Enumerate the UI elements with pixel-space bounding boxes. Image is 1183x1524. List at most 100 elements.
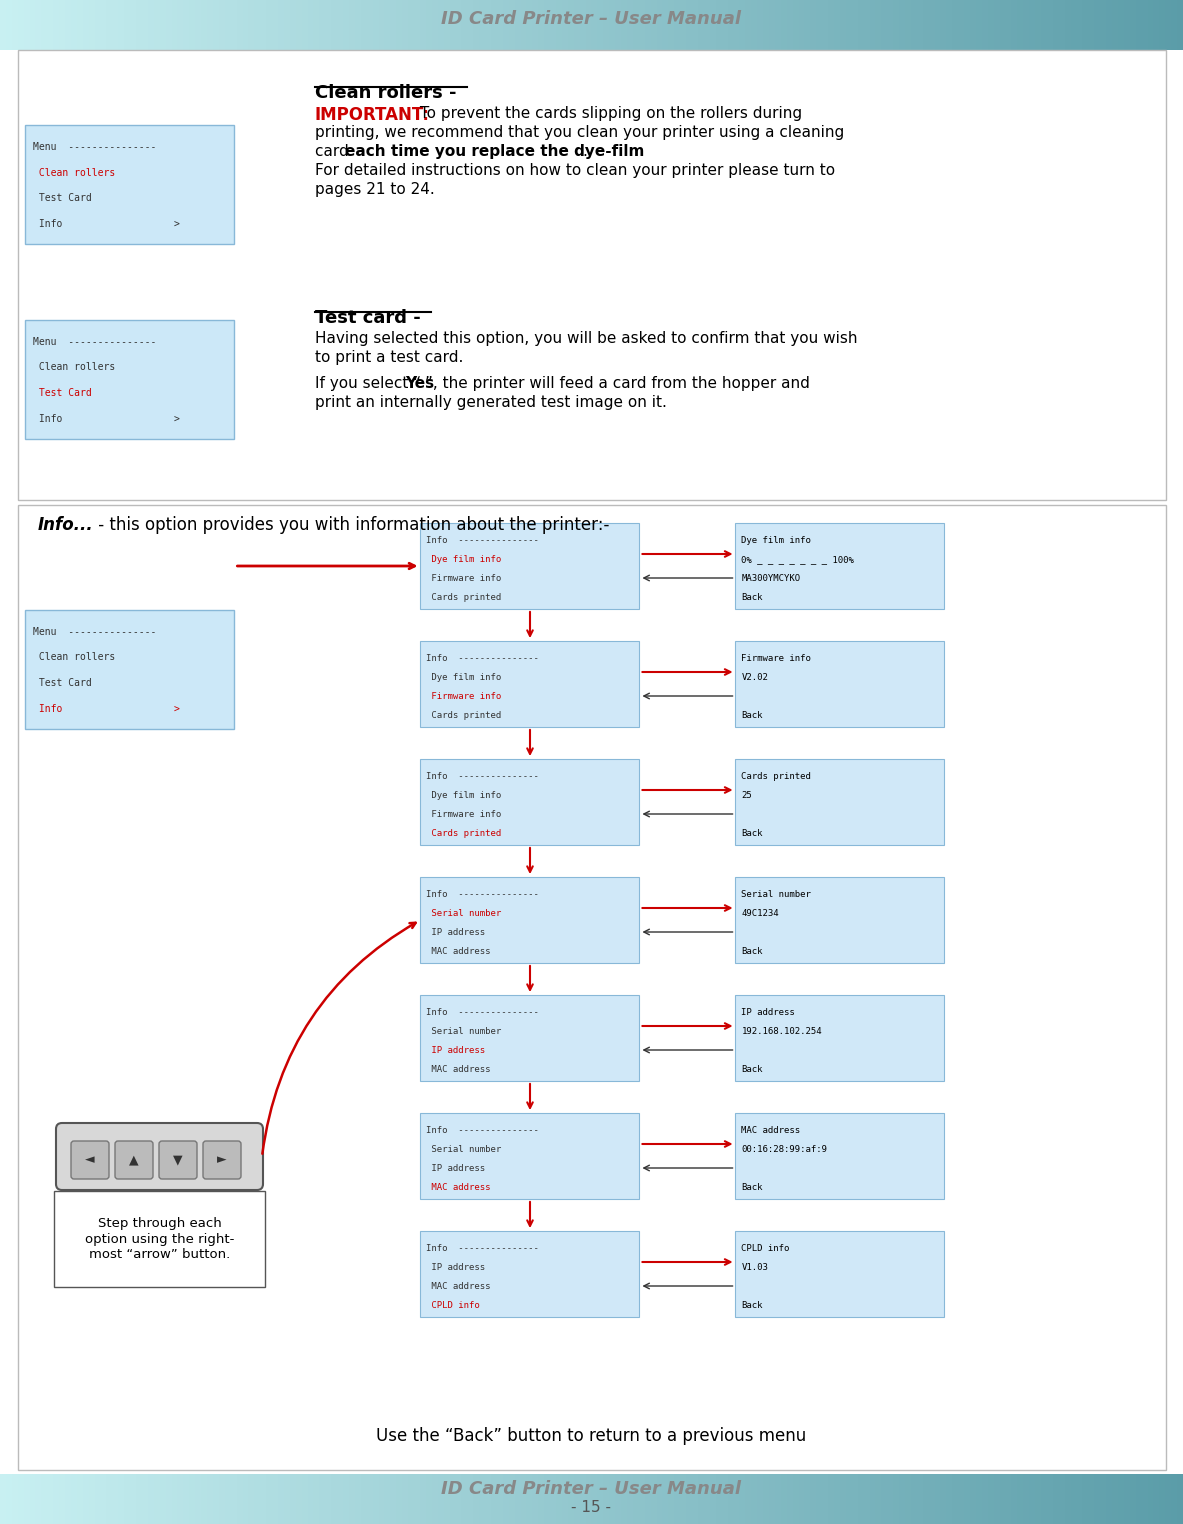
FancyBboxPatch shape	[159, 1141, 198, 1180]
Bar	[603, 1474, 610, 1524]
Text: Use the “Back” button to return to a previous menu: Use the “Back” button to return to a pre…	[376, 1426, 806, 1445]
Text: - this option provides you with information about the printer:-: - this option provides you with informat…	[93, 517, 609, 533]
FancyBboxPatch shape	[736, 995, 944, 1081]
Bar	[248, 1474, 256, 1524]
Bar	[396, 0, 403, 50]
Bar	[1029, 0, 1036, 50]
Bar	[1136, 1474, 1143, 1524]
Bar	[355, 1474, 362, 1524]
FancyBboxPatch shape	[420, 995, 640, 1081]
Bar	[355, 0, 362, 50]
Text: Back: Back	[742, 712, 763, 719]
Bar	[461, 1474, 468, 1524]
Text: IP address: IP address	[427, 1045, 486, 1055]
FancyBboxPatch shape	[18, 504, 1166, 1471]
Bar	[367, 1474, 374, 1524]
Text: To prevent the cards slipping on the rollers during: To prevent the cards slipping on the rol…	[415, 107, 802, 120]
Text: - 15 -: - 15 -	[571, 1501, 610, 1515]
Bar	[414, 1474, 421, 1524]
Bar	[881, 0, 888, 50]
FancyBboxPatch shape	[736, 876, 944, 963]
Bar	[674, 1474, 681, 1524]
Bar	[639, 0, 646, 50]
Text: Info  ---------------: Info ---------------	[427, 536, 539, 544]
Bar	[745, 1474, 752, 1524]
Bar	[1071, 1474, 1078, 1524]
Bar	[77, 1474, 84, 1524]
Bar	[893, 0, 900, 50]
Bar	[946, 1474, 953, 1524]
Text: Clean rollers -: Clean rollers -	[315, 84, 457, 102]
Bar	[243, 0, 250, 50]
Bar	[633, 1474, 640, 1524]
Bar	[106, 1474, 114, 1524]
Bar	[893, 1474, 900, 1524]
Bar	[1053, 1474, 1060, 1524]
Bar	[1148, 1474, 1155, 1524]
Text: IMPORTANT:: IMPORTANT:	[315, 107, 429, 123]
Bar	[988, 0, 995, 50]
Text: Info                   >: Info >	[33, 413, 180, 424]
Bar	[1059, 1474, 1066, 1524]
Bar	[538, 0, 545, 50]
Bar	[118, 0, 125, 50]
Bar	[799, 0, 806, 50]
Bar	[935, 0, 942, 50]
Bar	[473, 1474, 480, 1524]
Bar	[278, 1474, 285, 1524]
Bar	[426, 0, 433, 50]
Bar	[290, 0, 297, 50]
Text: MA300YMCYKO: MA300YMCYKO	[742, 575, 801, 582]
FancyBboxPatch shape	[26, 125, 234, 244]
Bar	[237, 1474, 244, 1524]
Bar	[136, 1474, 143, 1524]
Bar	[852, 0, 859, 50]
Bar	[704, 0, 711, 50]
Bar	[509, 0, 516, 50]
Text: card: card	[315, 143, 354, 158]
Bar	[438, 0, 445, 50]
Bar	[603, 0, 610, 50]
Bar	[1041, 0, 1048, 50]
Bar	[177, 0, 185, 50]
Bar	[1112, 1474, 1119, 1524]
Text: Cards printed: Cards printed	[427, 712, 502, 719]
Bar	[645, 0, 652, 50]
Text: ID Card Printer – User Manual: ID Card Printer – User Manual	[441, 1480, 741, 1498]
Bar	[195, 1474, 202, 1524]
Bar	[958, 0, 965, 50]
Bar	[728, 0, 735, 50]
Bar	[1177, 0, 1183, 50]
Bar	[30, 1474, 37, 1524]
Bar	[686, 0, 693, 50]
Bar	[657, 0, 664, 50]
Bar	[840, 1474, 847, 1524]
Bar	[47, 1474, 54, 1524]
Bar	[12, 0, 19, 50]
Bar	[313, 0, 321, 50]
Bar	[130, 0, 137, 50]
Bar	[101, 0, 108, 50]
Bar	[769, 1474, 776, 1524]
Text: Dye film info: Dye film info	[427, 555, 502, 564]
Bar	[313, 1474, 321, 1524]
Bar	[858, 1474, 865, 1524]
FancyBboxPatch shape	[420, 642, 640, 727]
Bar	[35, 1474, 43, 1524]
Bar	[219, 0, 226, 50]
Bar	[627, 1474, 634, 1524]
Bar	[988, 1474, 995, 1524]
Bar	[550, 0, 557, 50]
Bar	[420, 1474, 427, 1524]
Bar	[0, 0, 7, 50]
Bar	[858, 0, 865, 50]
Bar	[804, 1474, 812, 1524]
Bar	[166, 1474, 173, 1524]
Bar	[982, 0, 989, 50]
Bar	[816, 0, 823, 50]
Text: ID Card Printer – User Manual: ID Card Printer – User Manual	[441, 11, 741, 27]
Bar	[142, 0, 149, 50]
Bar	[379, 1474, 386, 1524]
Text: pages 21 to 24.: pages 21 to 24.	[315, 181, 434, 197]
Bar	[47, 0, 54, 50]
